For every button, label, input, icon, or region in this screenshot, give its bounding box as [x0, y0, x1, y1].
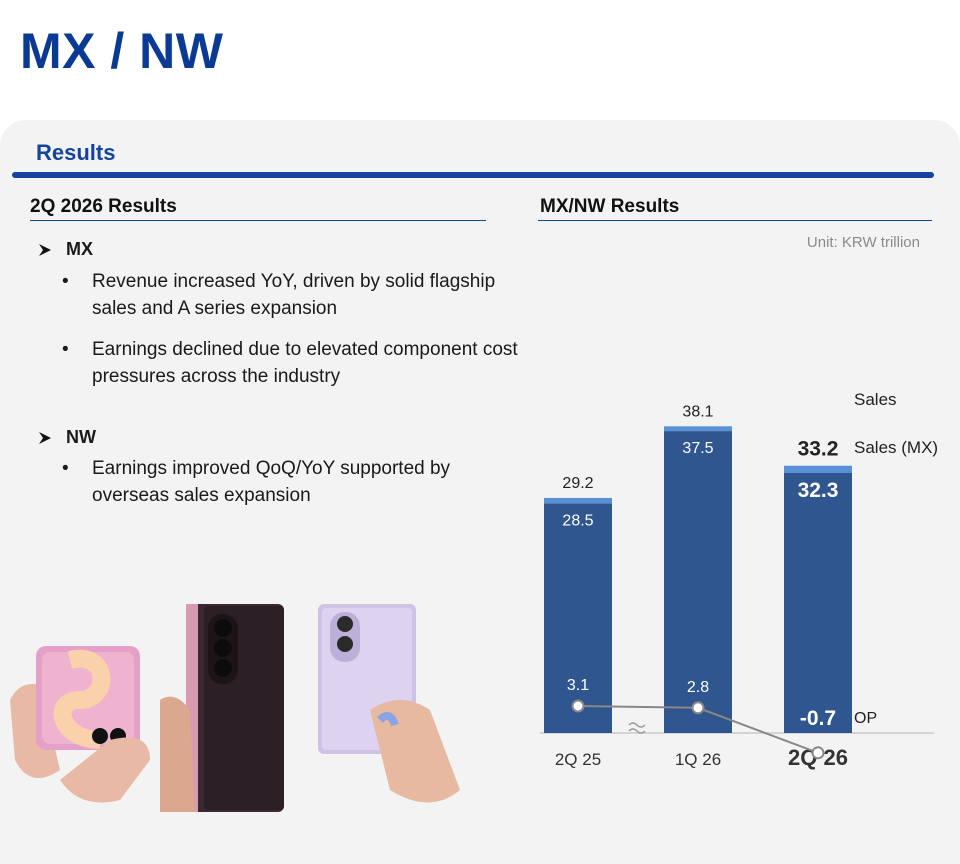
section-divider: [12, 172, 934, 178]
label-op-0: 3.1: [567, 677, 589, 694]
label-sales-2: 33.2: [798, 438, 839, 461]
right-heading: MX/NW Results: [540, 196, 680, 217]
label-sales-mx-2: 32.3: [798, 479, 839, 502]
mx-heading: MX: [38, 239, 93, 260]
nw-bullet-1: • Earnings improved QoQ/YoY supported by…: [62, 455, 502, 509]
smartphone-photo: [10, 604, 460, 812]
page-title: MX / NW: [20, 23, 224, 79]
arrowhead-bullet-icon: [39, 243, 51, 256]
legend-sales: Sales: [854, 390, 897, 409]
bar-sales-mx-1: [664, 431, 732, 733]
mx-bullet-2-text: Earnings declined due to elevated compon…: [92, 339, 518, 387]
fold-phone-dark-image: [160, 604, 284, 812]
bullet-dot-icon: •: [62, 458, 69, 479]
bullet-dot-icon: •: [62, 339, 69, 360]
unit-label: Unit: KRW trillion: [806, 234, 920, 251]
label-sales-mx-0: 28.5: [562, 513, 593, 530]
bar-sales-1: [664, 426, 732, 432]
op-point-0: [571, 699, 585, 713]
bullet-dot-icon: •: [62, 271, 69, 292]
bar-sales-mx-0: [544, 503, 612, 733]
label-sales-0: 29.2: [562, 475, 593, 492]
right-heading-rule: [538, 220, 932, 221]
mx-bullet-1-text: Revenue increased YoY, driven by solid f…: [92, 271, 496, 319]
bar-sales-0: [544, 497, 612, 504]
nw-heading: NW: [38, 427, 96, 448]
nw-label: NW: [66, 427, 96, 447]
flip-phone-image: [10, 646, 150, 803]
legend-op: OP: [854, 710, 877, 727]
arrowhead-bullet-icon: [39, 431, 51, 444]
left-heading: 2Q 2026 Results: [30, 196, 177, 217]
nw-bullet-1-text: Earnings improved QoQ/YoY supported by o…: [92, 458, 451, 506]
label-op-2: -0.7: [800, 707, 836, 730]
op-point-1: [691, 701, 705, 715]
fold-phone-lavender-image: [318, 604, 460, 803]
left-heading-rule: [30, 220, 486, 221]
bar-sales-mx-2: [784, 472, 852, 733]
label-sales-1: 38.1: [682, 403, 713, 420]
mx-label: MX: [66, 239, 93, 259]
legend-sales-mx: Sales (MX): [854, 438, 938, 457]
label-sales-mx-1: 37.5: [682, 440, 713, 457]
bar-sales-2: [784, 465, 852, 473]
category-label-1: 1Q 26: [675, 750, 721, 769]
label-op-1: 2.8: [687, 679, 709, 696]
section-title: Results: [36, 140, 116, 165]
category-label-0: 2Q 25: [555, 750, 601, 769]
mx-bullet-2: • Earnings declined due to elevated comp…: [62, 336, 532, 390]
axis-break-icon: [628, 722, 646, 734]
op-point-2: [811, 746, 825, 760]
mx-bullet-1: • Revenue increased YoY, driven by solid…: [62, 268, 532, 322]
